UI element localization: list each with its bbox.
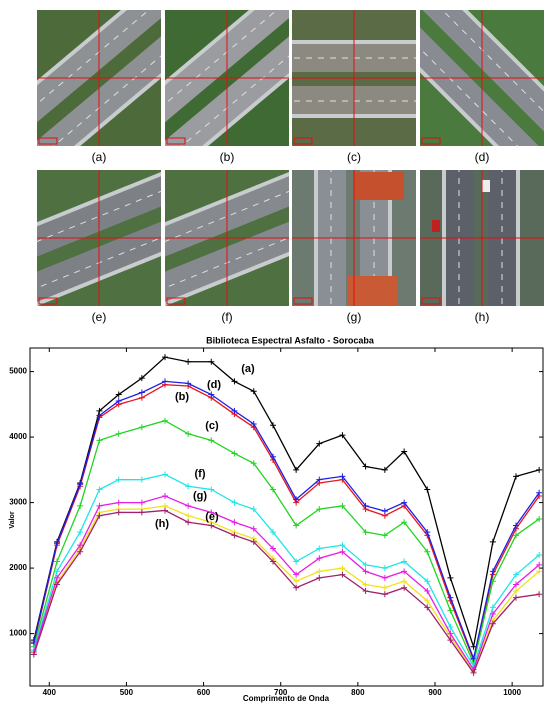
panel-label: (f): [221, 310, 232, 324]
car: [432, 220, 440, 232]
series-label: (a): [241, 363, 255, 375]
x-tick-label: 600: [197, 688, 211, 697]
point-marker: [231, 450, 237, 456]
point-marker: [185, 503, 191, 509]
point-marker: [54, 559, 60, 565]
series-line: [34, 474, 539, 666]
point-marker: [316, 575, 322, 581]
point-marker: [208, 486, 214, 492]
point-marker: [116, 500, 122, 506]
point-marker: [490, 539, 496, 545]
y-tick-label: 2000: [9, 563, 27, 572]
x-tick-label: 700: [274, 688, 288, 697]
series-label: (c): [205, 420, 219, 432]
plot-area: [31, 354, 542, 676]
point-marker: [162, 418, 168, 424]
point-marker: [116, 477, 122, 483]
point-marker: [185, 431, 191, 437]
car: [482, 180, 490, 192]
point-marker: [208, 437, 214, 443]
point-marker: [185, 513, 191, 519]
series-label: (d): [207, 379, 221, 391]
point-marker: [77, 529, 83, 535]
panel-label: (c): [347, 150, 361, 164]
point-marker: [139, 509, 145, 515]
y-tick-label: 3000: [9, 498, 27, 507]
point-marker: [513, 473, 519, 479]
point-marker: [447, 575, 453, 581]
x-tick-label: 900: [428, 688, 442, 697]
y-axis-label: Valor: [9, 511, 16, 528]
panel-label: (a): [92, 150, 107, 164]
point-marker: [116, 431, 122, 437]
series-label: (g): [193, 490, 207, 502]
figure: Biblioteca Espectral Asfalto - Sorocaba …: [0, 0, 550, 706]
roof: [354, 172, 404, 200]
point-marker: [162, 493, 168, 499]
point-marker: [382, 591, 388, 597]
panel-label: (d): [475, 150, 490, 164]
x-tick-label: 800: [351, 688, 365, 697]
point-marker: [185, 359, 191, 365]
point-marker: [162, 507, 168, 513]
series-line: [34, 496, 539, 670]
series-line: [34, 385, 539, 660]
page: {"figure": {"panels": ["(a)", "(b)", "(c…: [0, 0, 550, 706]
series-line: [34, 421, 539, 663]
point-marker: [96, 437, 102, 443]
point-marker: [231, 500, 237, 506]
point-marker: [77, 503, 83, 509]
point-marker: [185, 483, 191, 489]
point-marker: [96, 503, 102, 509]
point-marker: [139, 395, 145, 401]
panel-label: (g): [347, 310, 362, 324]
point-marker: [536, 467, 542, 473]
point-marker: [31, 652, 37, 658]
point-marker: [447, 608, 453, 614]
point-marker: [185, 519, 191, 525]
point-marker: [139, 390, 145, 396]
x-tick-label: 400: [43, 688, 57, 697]
point-marker: [382, 575, 388, 581]
series-label: (f): [195, 468, 206, 480]
point-marker: [139, 424, 145, 430]
series-label: (b): [175, 391, 189, 403]
point-marker: [316, 568, 322, 574]
point-marker: [536, 591, 542, 597]
point-marker: [231, 519, 237, 525]
point-marker: [116, 509, 122, 515]
point-marker: [270, 454, 276, 460]
y-tick-label: 4000: [9, 432, 27, 441]
point-marker: [139, 500, 145, 506]
point-marker: [316, 545, 322, 551]
point-marker: [96, 513, 102, 519]
series-line: [34, 357, 539, 647]
point-marker: [251, 388, 257, 394]
point-marker: [270, 422, 276, 428]
point-marker: [382, 508, 388, 514]
series-line: [34, 506, 539, 672]
point-marker: [139, 477, 145, 483]
point-marker: [382, 585, 388, 591]
series-label: (e): [205, 511, 219, 523]
y-tick-label: 1000: [9, 629, 27, 638]
point-marker: [382, 565, 388, 571]
x-tick-label: 500: [120, 688, 134, 697]
y-tick-label: 5000: [9, 367, 27, 376]
chart-title: Biblioteca Espectral Asfalto - Sorocaba: [206, 335, 375, 345]
point-marker: [96, 486, 102, 492]
panel-label: (e): [92, 310, 107, 324]
point-marker: [162, 378, 168, 384]
point-marker: [162, 471, 168, 477]
panel-label: (b): [220, 150, 235, 164]
plot-frame: [30, 348, 543, 686]
panel-label: (h): [475, 310, 490, 324]
x-tick-label: 1000: [503, 688, 521, 697]
series-label: (h): [155, 518, 169, 530]
point-marker: [424, 486, 430, 492]
